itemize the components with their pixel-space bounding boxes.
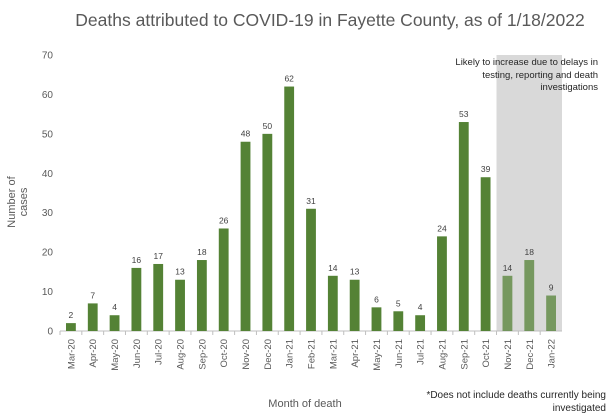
y-tick-label: 70 <box>42 51 54 62</box>
x-tick-label: Sep-21 <box>459 339 470 370</box>
x-tick-label: Jan-21 <box>285 339 296 368</box>
bar <box>109 315 120 331</box>
x-axis-title: Month of death <box>268 398 342 410</box>
x-tick-label: Sep-20 <box>197 339 208 370</box>
data-label: 4 <box>418 302 423 312</box>
data-label: 50 <box>263 121 273 131</box>
y-tick-label: 30 <box>42 208 54 219</box>
data-label: 6 <box>374 294 379 304</box>
data-label: 2 <box>69 310 74 320</box>
bar <box>175 279 185 331</box>
bar <box>524 260 535 331</box>
x-tick-label: Dec-21 <box>525 339 536 370</box>
y-tick-label: 60 <box>42 90 54 101</box>
bar <box>153 263 164 331</box>
data-label: 9 <box>549 283 554 293</box>
x-tick-label: Aug-20 <box>176 339 187 370</box>
y-tick-label: 10 <box>42 287 54 298</box>
x-tick-label: Jun-20 <box>132 339 143 368</box>
x-tick-label: Jul-20 <box>154 339 165 365</box>
data-label: 62 <box>284 74 294 84</box>
data-label: 26 <box>219 215 229 225</box>
bar <box>262 133 273 331</box>
y-tick-label: 20 <box>42 248 54 259</box>
x-tick-label: Nov-20 <box>241 339 252 370</box>
bar <box>458 122 469 332</box>
data-label: 18 <box>525 247 535 257</box>
x-tick-label: Jul-21 <box>416 339 427 365</box>
x-tick-label: Apr-21 <box>350 339 361 368</box>
bar <box>546 295 556 331</box>
chart-title: Deaths attributed to COVID-19 in Fayette… <box>75 10 585 30</box>
data-label: 17 <box>153 251 163 261</box>
data-label: 16 <box>132 255 142 265</box>
bar <box>284 86 295 332</box>
bar <box>87 303 98 331</box>
x-tick-label: May-21 <box>372 339 383 371</box>
data-label: 13 <box>350 267 360 277</box>
data-label: 14 <box>503 263 513 273</box>
data-label: 24 <box>437 223 447 233</box>
data-label: 39 <box>481 164 491 174</box>
y-tick-label: 40 <box>42 169 54 180</box>
x-tick-label: Apr-20 <box>88 339 99 368</box>
bar <box>393 311 404 331</box>
x-tick-label: Mar-21 <box>328 339 339 369</box>
x-tick-label: Oct-21 <box>481 339 492 368</box>
x-tick-label: Jan-22 <box>547 339 558 368</box>
bar <box>131 267 142 331</box>
x-tick-label: Dec-20 <box>263 339 274 370</box>
data-label: 13 <box>175 267 185 277</box>
bar <box>66 323 76 331</box>
x-tick-label: Oct-20 <box>219 339 230 368</box>
data-label: 53 <box>459 109 469 119</box>
bar <box>196 260 207 331</box>
data-label: 5 <box>396 298 401 308</box>
bar <box>349 279 360 331</box>
x-tick-label: May-20 <box>110 339 121 371</box>
bar <box>437 236 447 331</box>
data-label: 31 <box>306 196 316 206</box>
bar <box>306 208 316 331</box>
shaded-region-note: Likely to increase due to delays in test… <box>455 57 598 93</box>
x-tick-label: Feb-21 <box>307 339 318 369</box>
data-label: 4 <box>112 302 117 312</box>
bar <box>480 177 491 331</box>
footnote: *Does not include deaths currently being… <box>426 390 606 414</box>
y-tick-label: 50 <box>42 129 54 140</box>
bar <box>240 141 251 331</box>
x-tick-label: Jun-21 <box>394 339 405 368</box>
data-label: 18 <box>197 247 207 257</box>
data-label: 7 <box>90 290 95 300</box>
y-tick-label: 0 <box>47 327 53 338</box>
x-tick-label: Aug-21 <box>437 339 448 370</box>
bar <box>371 307 382 331</box>
bar <box>218 228 229 331</box>
x-tick-label: Nov-21 <box>503 339 514 370</box>
data-label: 48 <box>241 129 251 139</box>
bar <box>502 275 513 331</box>
x-tick-label: Mar-20 <box>66 339 77 369</box>
data-label: 14 <box>328 263 338 273</box>
bar <box>327 275 338 331</box>
y-axis-title: Number of cases <box>6 176 30 228</box>
bar <box>415 315 426 331</box>
